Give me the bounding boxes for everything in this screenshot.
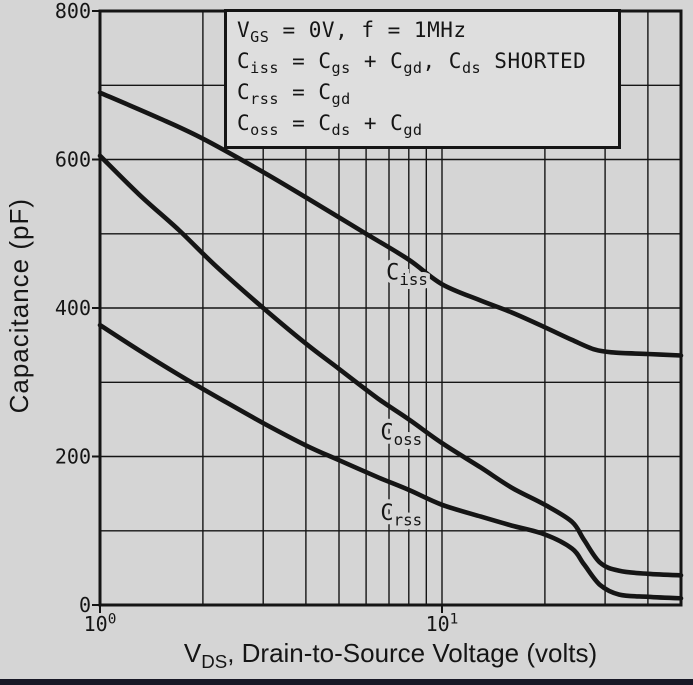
- legend-box: VGS = 0V, f = 1MHz Ciss = Cgs + Cgd, Cds …: [224, 9, 621, 149]
- legend-line: Ciss = Cgs + Cgd, Cds SHORTED: [237, 49, 587, 78]
- y-tick-label: 400: [55, 296, 91, 320]
- y-axis-title: Capacitance (pF): [4, 198, 34, 414]
- y-tick-label: 800: [55, 0, 91, 23]
- x-tick-label: 101: [426, 611, 459, 636]
- x-tick-label: 100: [84, 611, 117, 636]
- bottom-edge-bar: [0, 679, 693, 685]
- legend-line: Coss = Cds + Cgd: [237, 111, 423, 140]
- curve-crss: [97, 322, 684, 601]
- y-tick-label: 200: [55, 445, 91, 469]
- legend-line: Crss = Cgd: [237, 80, 351, 109]
- y-tick-label: 600: [55, 148, 91, 172]
- legend-line: VGS = 0V, f = 1MHz: [237, 18, 467, 47]
- curve-label-coss: Coss: [380, 421, 422, 450]
- x-axis-title: VDS, Drain-to-Source Voltage (volts): [183, 638, 598, 673]
- curve-ciss: [97, 90, 684, 358]
- curve-label-ciss: Ciss: [386, 260, 428, 289]
- y-tick-label: 0: [79, 593, 91, 617]
- curve-label-crss: Crss: [380, 501, 422, 530]
- curve-coss: [97, 153, 684, 578]
